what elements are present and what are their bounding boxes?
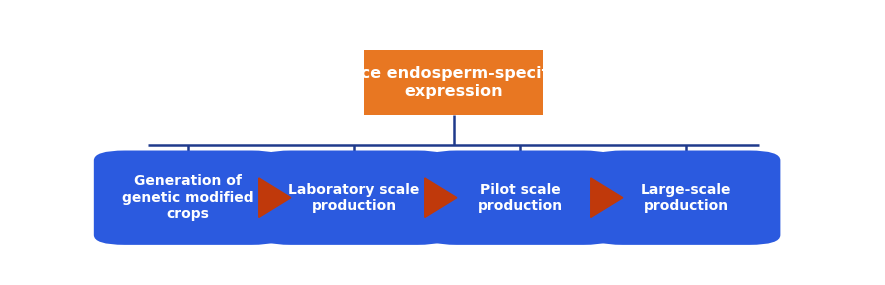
FancyBboxPatch shape — [592, 150, 781, 245]
FancyBboxPatch shape — [426, 150, 614, 245]
Text: Rice endosperm-specific
expression: Rice endosperm-specific expression — [343, 66, 564, 99]
Text: Pilot scale
production: Pilot scale production — [478, 183, 563, 213]
Polygon shape — [591, 178, 623, 217]
FancyBboxPatch shape — [94, 150, 282, 245]
FancyBboxPatch shape — [365, 50, 543, 115]
FancyBboxPatch shape — [260, 150, 449, 245]
Text: Laboratory scale
production: Laboratory scale production — [289, 183, 419, 213]
Text: Large-scale
production: Large-scale production — [641, 183, 731, 213]
Polygon shape — [425, 178, 457, 217]
Text: Generation of
genetic modified
crops: Generation of genetic modified crops — [122, 174, 254, 221]
Polygon shape — [258, 178, 291, 217]
